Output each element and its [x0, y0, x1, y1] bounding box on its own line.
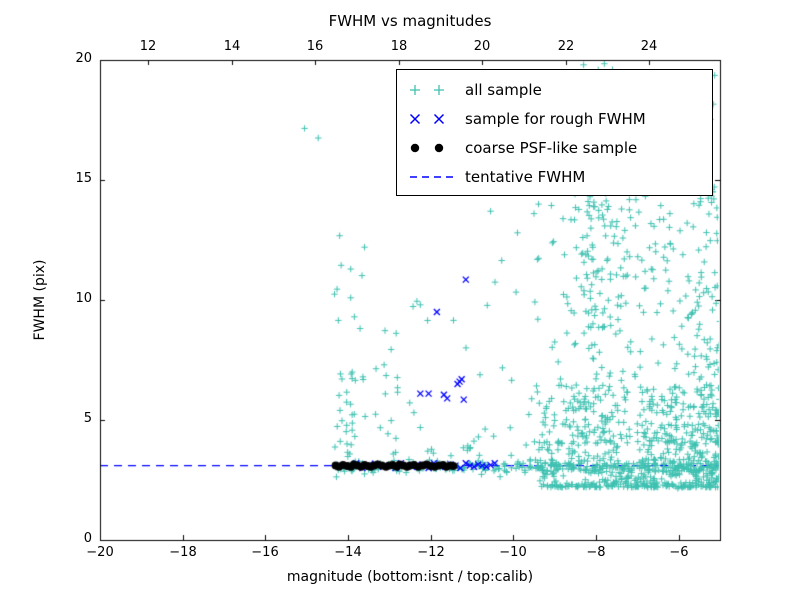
y-tick-label: 15: [75, 171, 92, 186]
x-tick-label: −14: [334, 545, 362, 560]
x-tick-label: −6: [669, 545, 689, 560]
x-tick-label: −10: [499, 545, 527, 560]
x-tick-label: −12: [417, 545, 445, 560]
top-tick-label: 14: [223, 39, 241, 54]
legend-entry: all sample: [409, 75, 712, 104]
legend-label: coarse PSF-like sample: [465, 138, 638, 157]
legend-plus-icon: [409, 84, 465, 96]
legend-entry: tentative FWHM: [409, 162, 712, 191]
y-tick-label: 0: [83, 531, 92, 546]
y-tick-label: 10: [75, 291, 92, 306]
legend-entry: coarse PSF-like sample: [409, 133, 712, 162]
legend-x-icon: [409, 113, 465, 125]
x-tick-label: −20: [86, 545, 114, 560]
y-tick-label: 5: [83, 411, 92, 426]
x-tick-label: −18: [169, 545, 197, 560]
top-tick-label: 12: [139, 39, 157, 54]
chart-title: FWHM vs magnitudes: [328, 12, 492, 30]
legend: all sample sample for rough FWHM coarse PS…: [396, 69, 713, 196]
legend-dashed-icon: [409, 171, 465, 183]
x-tick-label: −16: [251, 545, 279, 560]
legend-entry: sample for rough FWHM: [409, 104, 712, 133]
top-tick-label: 24: [640, 39, 658, 54]
x-tick-label: −8: [586, 545, 606, 560]
legend-label: tentative FWHM: [465, 167, 586, 186]
legend-label: sample for rough FWHM: [465, 109, 646, 128]
y-axis-label: FWHM (pix): [32, 259, 48, 341]
legend-dot-icon: [409, 142, 465, 154]
top-tick-label: 20: [473, 39, 491, 54]
top-tick-label: 22: [557, 39, 575, 54]
y-tick-label: 20: [75, 51, 92, 66]
top-tick-label: 18: [390, 39, 408, 54]
x-axis-label: magnitude (bottom:isnt / top:calib): [286, 569, 534, 585]
top-tick-label: 16: [306, 39, 324, 54]
legend-label: all sample: [465, 80, 542, 99]
